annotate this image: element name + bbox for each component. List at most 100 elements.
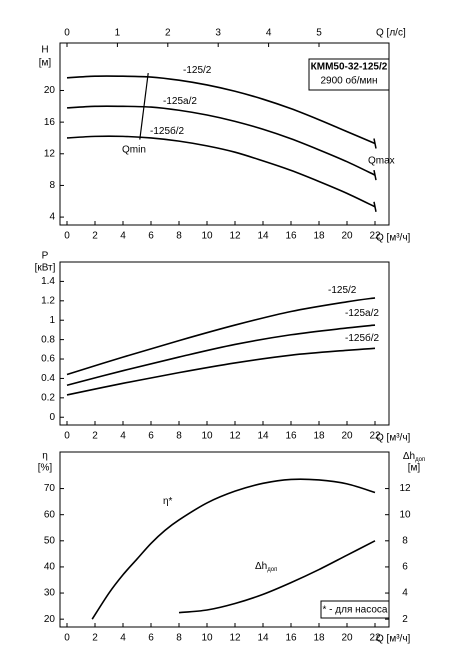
curve-label: -125/2	[328, 285, 357, 296]
x-tick-label: 14	[257, 431, 269, 442]
x-tick-label: 20	[341, 231, 353, 242]
curve-label: η*	[163, 496, 173, 507]
x-axis-label: Q [м³/ч]	[376, 433, 411, 444]
y2-tick-label: 6	[402, 562, 408, 573]
x-tick-label: 18	[313, 231, 325, 242]
curve-label: -125/2	[183, 65, 212, 76]
x-tick-label: 16	[285, 231, 297, 242]
y2-axis-label-main: Δh	[403, 451, 415, 462]
x-tick-label: 8	[176, 633, 182, 644]
curve-label-main: η*	[163, 496, 173, 507]
x-tick-label: 10	[201, 231, 213, 242]
x2-tick-label: 4	[266, 28, 272, 39]
y-axis-unit: [м]	[39, 58, 52, 69]
curve	[66, 297, 376, 376]
x-tick-label: 10	[201, 431, 213, 442]
curve-label-main: Δh	[255, 561, 267, 572]
y2-tick-label: 12	[399, 483, 411, 494]
qmax-mark	[373, 138, 377, 149]
x-tick-label: 0	[64, 431, 70, 442]
note: * - для насоса	[323, 605, 388, 616]
x-tick-label: 4	[120, 633, 126, 644]
y-tick-label: 1	[49, 315, 55, 326]
note-box	[320, 600, 390, 619]
y-tick-label: 0.4	[41, 373, 55, 384]
x-tick-label: 0	[64, 633, 70, 644]
y-tick-label: 0.8	[41, 334, 55, 345]
subtitle: 2900 об/мин	[320, 75, 377, 87]
y2-tick-label: 2	[402, 614, 408, 625]
y2-axis-label: Δhдоп	[403, 451, 425, 463]
y-axis-label: H	[41, 45, 48, 56]
x-tick-label: 12	[229, 633, 241, 644]
curve	[66, 324, 376, 386]
x-tick-label: 16	[285, 431, 297, 442]
qmax-mark	[373, 170, 377, 181]
x-tick-label: 22	[369, 231, 381, 242]
x-tick-label: 22	[369, 431, 381, 442]
x-tick-label: 14	[257, 231, 269, 242]
y2-tick-label: 8	[402, 535, 408, 546]
qmin-label: Qmin	[122, 145, 146, 156]
x-tick-label: 12	[229, 431, 241, 442]
y-tick-label: 60	[44, 509, 56, 520]
x-tick-label: 6	[148, 431, 154, 442]
x-tick-label: 8	[176, 231, 182, 242]
x-tick-label: 0	[64, 231, 70, 242]
qmax-mark	[373, 201, 377, 212]
y-tick-label: 40	[44, 562, 56, 573]
x-tick-label: 18	[313, 633, 325, 644]
curve-label-main: -125а/2	[345, 308, 379, 319]
x2-tick-label: 2	[165, 28, 171, 39]
y-tick-label: 1.4	[41, 276, 55, 287]
x-tick-label: 2	[92, 231, 98, 242]
x2-tick-label: 0	[64, 28, 70, 39]
x-tick-label: 6	[148, 633, 154, 644]
y-axis-label: η	[42, 451, 48, 462]
x-tick-label: 14	[257, 633, 269, 644]
y2-axis-unit: [м]	[408, 463, 421, 474]
curve-label-main: -125/2	[183, 65, 212, 76]
x-tick-label: 6	[148, 231, 154, 242]
curve	[66, 347, 376, 396]
x-axis-label: Q [м³/ч]	[376, 634, 411, 645]
x2-tick-label: 5	[316, 28, 322, 39]
y-tick-label: 4	[49, 212, 55, 223]
plot-frame	[59, 451, 390, 628]
curve-label-main: -125/2	[328, 285, 357, 296]
y-axis-unit: [кВт]	[35, 263, 56, 274]
y-tick-label: 12	[44, 148, 56, 159]
curve-label-main: -125б/2	[150, 125, 185, 137]
y-axis-label: P	[42, 251, 49, 262]
x2-tick-label: 1	[115, 28, 121, 39]
y-axis-unit: [%]	[38, 463, 53, 474]
x-axis-label: Q [м³/ч]	[376, 233, 411, 244]
curve-label: -125б/2	[345, 332, 380, 344]
y2-axis-label-sub: доп	[415, 457, 425, 463]
x2-axis-label: Q [л/с]	[376, 28, 406, 39]
x2-tick-label: 3	[215, 28, 221, 39]
curve	[66, 105, 376, 176]
curve-label-sub: доп	[267, 567, 277, 573]
curve-label: -125а/2	[163, 96, 197, 107]
curve	[91, 478, 376, 620]
x-tick-label: 20	[341, 633, 353, 644]
y-tick-label: 16	[44, 117, 56, 128]
curve-label-main: -125б/2	[345, 332, 380, 344]
x-tick-label: 2	[92, 633, 98, 644]
curve-label-main: -125а/2	[163, 96, 197, 107]
y2-tick-label: 10	[399, 509, 411, 520]
x-tick-label: 2	[92, 431, 98, 442]
curve-label: -125а/2	[345, 308, 379, 319]
x-tick-label: 18	[313, 431, 325, 442]
y-tick-label: 0.6	[41, 354, 55, 365]
y-tick-label: 30	[44, 588, 56, 599]
x-tick-label: 20	[341, 431, 353, 442]
curve-label: -125б/2	[150, 125, 185, 137]
title: КММ50-32-125/2	[311, 62, 388, 73]
x-tick-label: 8	[176, 431, 182, 442]
y2-tick-label: 4	[402, 588, 408, 599]
y-tick-label: 1.2	[41, 295, 55, 306]
plot-frame	[59, 261, 390, 426]
